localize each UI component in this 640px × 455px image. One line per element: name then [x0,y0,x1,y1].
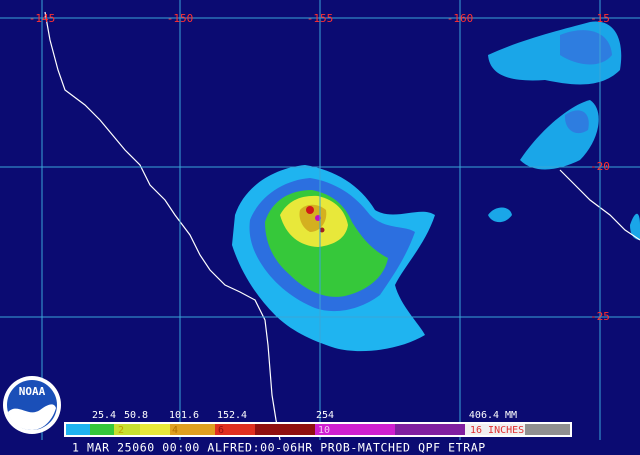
logo-text: NOAA [19,385,46,398]
inch-label: 10 [318,425,330,436]
graticule [0,0,640,440]
precip-field [232,21,640,352]
inch-label: 6 [218,425,224,436]
lat-label: -20 [590,160,610,173]
mm-label: 406.4 MM [469,410,517,421]
mm-label: 254 [316,410,334,421]
mm-label: 50.8 [124,410,148,421]
color-legend [64,422,572,437]
mm-label: 25.4 [92,410,116,421]
lat-label: -25 [590,310,610,323]
inch-label: 2 [118,425,124,436]
inch-label: 1 [93,425,99,436]
inch-label: 16 INCHES [470,425,524,436]
mm-label: 152.4 [217,410,247,421]
lat-label: -15 [590,12,610,25]
inch-label: 4 [172,425,178,436]
caption: 1 MAR 25060 00:00 ALFRED:00-06HR PROB-MA… [72,441,486,455]
lon-label: -160 [447,12,474,25]
noaa-logo: NOAA [3,376,61,434]
mm-label: 101.6 [169,410,199,421]
lon-label: -150 [167,12,194,25]
lon-label: -155 [307,12,334,25]
lon-label: -145 [29,12,56,25]
